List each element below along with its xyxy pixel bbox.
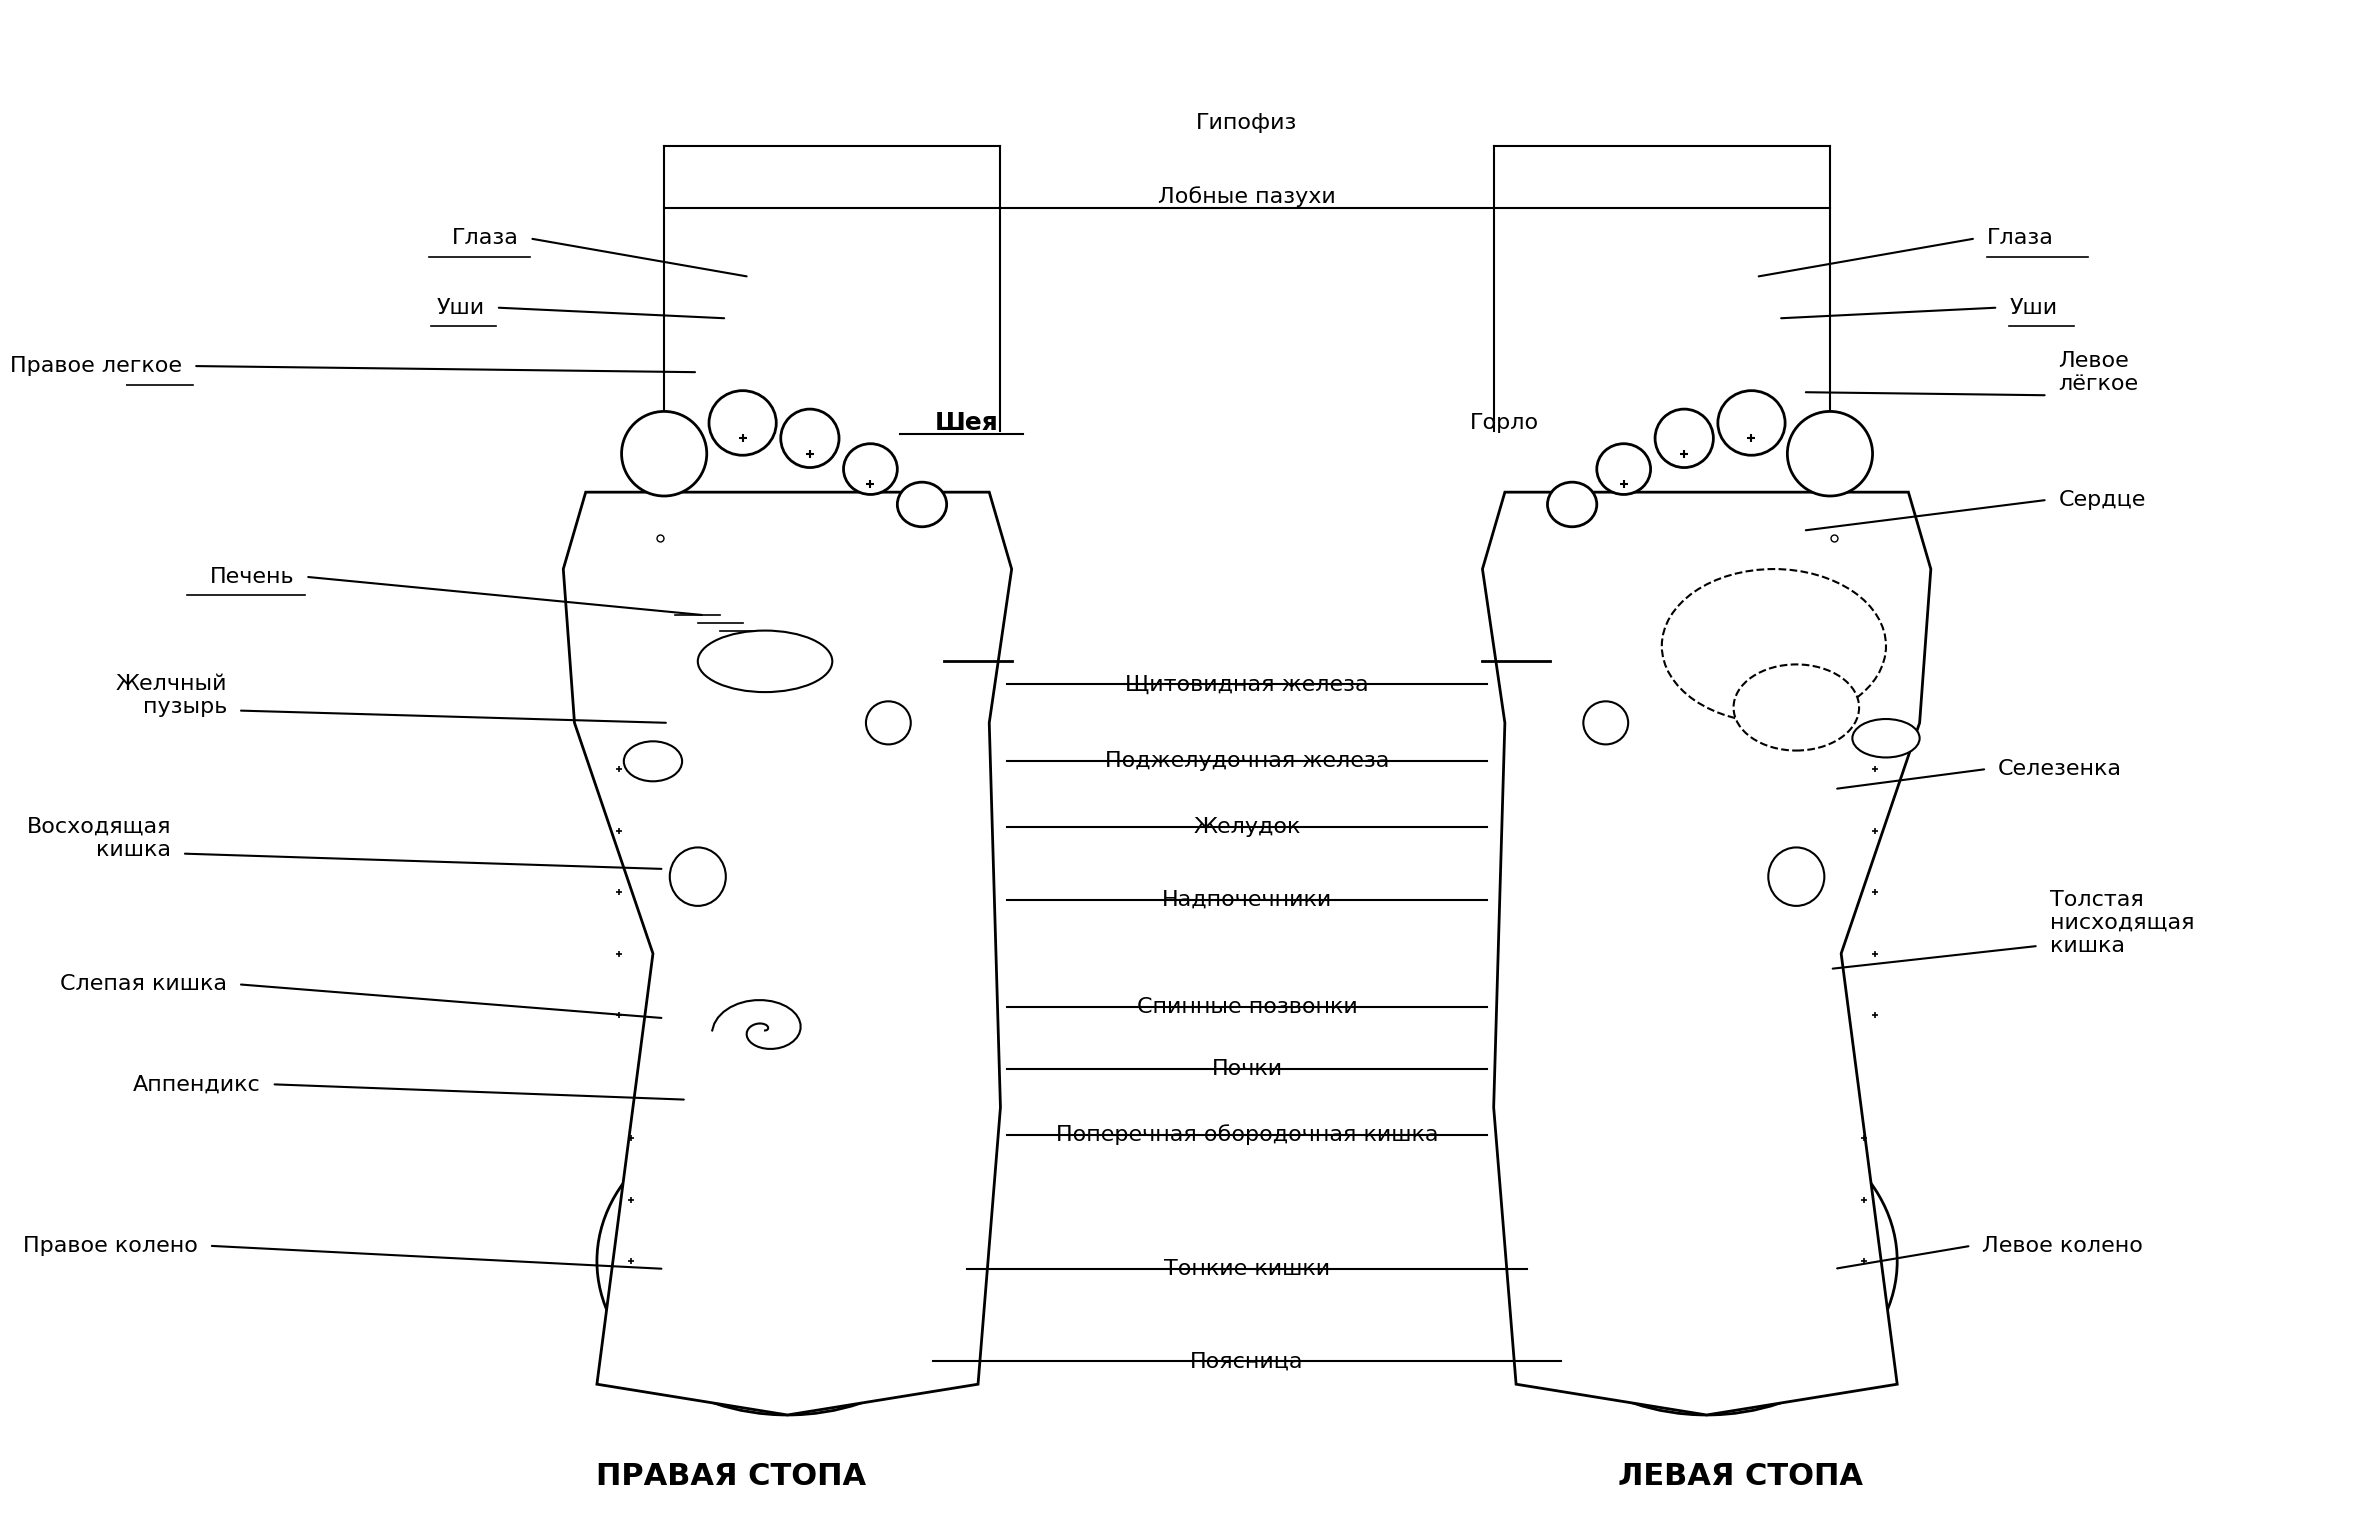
Text: ЛЕВАЯ СТОПА: ЛЕВАЯ СТОПА	[1617, 1463, 1864, 1490]
Ellipse shape	[1852, 720, 1920, 758]
Text: Спинные позвонки: Спинные позвонки	[1137, 997, 1357, 1018]
Text: Уши: Уши	[436, 297, 485, 318]
Text: Правое легкое: Правое легкое	[9, 355, 182, 377]
Ellipse shape	[781, 409, 838, 468]
Text: Гипофиз: Гипофиз	[1196, 112, 1298, 134]
Text: Поперечная обородочная кишка: Поперечная обородочная кишка	[1056, 1124, 1437, 1146]
Text: Шея: Шея	[935, 411, 999, 435]
Ellipse shape	[1717, 391, 1785, 455]
Ellipse shape	[1516, 1107, 1897, 1415]
Text: Селезенка: Селезенка	[1999, 758, 2122, 780]
Text: Левое
лёгкое: Левое лёгкое	[2058, 351, 2138, 394]
Ellipse shape	[620, 411, 706, 495]
Text: Глаза: Глаза	[1987, 228, 2053, 249]
Text: Уши: Уши	[2010, 297, 2058, 318]
Circle shape	[623, 741, 682, 781]
Text: Поджелудочная железа: Поджелудочная железа	[1106, 751, 1390, 772]
Text: Правое колено: Правое колено	[24, 1235, 199, 1257]
Text: Щитовидная железа: Щитовидная железа	[1125, 674, 1369, 695]
Text: Глаза: Глаза	[452, 228, 519, 249]
Ellipse shape	[670, 847, 727, 906]
Text: ПРАВАЯ СТОПА: ПРАВАЯ СТОПА	[597, 1463, 867, 1490]
Circle shape	[1733, 664, 1859, 751]
Ellipse shape	[1788, 411, 1873, 495]
Ellipse shape	[843, 444, 897, 495]
Ellipse shape	[708, 391, 777, 455]
Text: Печень: Печень	[211, 566, 294, 588]
Text: Восходящая
кишка: Восходящая кишка	[26, 817, 170, 860]
Text: Поясница: Поясница	[1191, 1350, 1305, 1372]
PathPatch shape	[1482, 492, 1930, 1415]
Text: Желчный
пузырь: Желчный пузырь	[116, 674, 227, 717]
Ellipse shape	[1655, 409, 1714, 468]
Ellipse shape	[1769, 847, 1823, 906]
Text: Толстая
нисходящая
кишка: Толстая нисходящая кишка	[2051, 889, 2195, 957]
PathPatch shape	[564, 492, 1011, 1415]
Ellipse shape	[1584, 701, 1629, 744]
Text: Почки: Почки	[1212, 1058, 1283, 1080]
Text: Горло: Горло	[1471, 412, 1539, 434]
Ellipse shape	[1546, 483, 1596, 528]
Text: Надпочечники: Надпочечники	[1163, 889, 1333, 910]
Text: Сердце: Сердце	[2058, 489, 2145, 511]
Ellipse shape	[867, 701, 912, 744]
Ellipse shape	[699, 631, 831, 692]
Text: Тонкие кишки: Тонкие кишки	[1165, 1258, 1331, 1280]
Circle shape	[1662, 569, 1885, 723]
Text: Лобные пазухи: Лобные пазухи	[1158, 186, 1336, 208]
Text: Слепая кишка: Слепая кишка	[59, 974, 227, 995]
Ellipse shape	[897, 483, 947, 528]
Ellipse shape	[597, 1107, 978, 1415]
Text: Левое колено: Левое колено	[1982, 1235, 2143, 1257]
Text: Желудок: Желудок	[1193, 817, 1300, 838]
Text: Аппендикс: Аппендикс	[133, 1074, 260, 1095]
Ellipse shape	[1596, 444, 1650, 495]
